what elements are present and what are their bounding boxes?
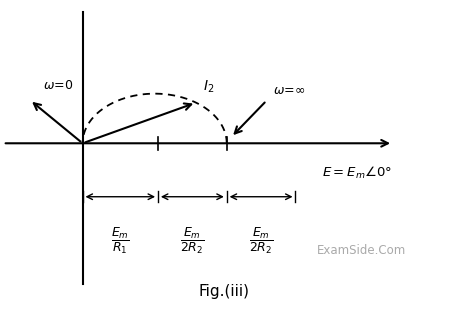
Text: $\dfrac{E_m}{R_1}$: $\dfrac{E_m}{R_1}$ xyxy=(111,226,130,256)
Text: $E = E_m\angle 0°$: $E = E_m\angle 0°$ xyxy=(322,165,392,181)
Text: $I_2$: $I_2$ xyxy=(202,79,214,95)
Text: $\omega\!=\!\infty$: $\omega\!=\!\infty$ xyxy=(273,85,306,97)
Text: ExamSide.Com: ExamSide.Com xyxy=(317,244,407,257)
Text: $\dfrac{E_m}{2R_2}$: $\dfrac{E_m}{2R_2}$ xyxy=(180,226,205,256)
Text: $\dfrac{E_m}{2R_2}$: $\dfrac{E_m}{2R_2}$ xyxy=(249,226,273,256)
Text: Fig.(iii): Fig.(iii) xyxy=(199,284,250,299)
Text: $\omega\!=\!0$: $\omega\!=\!0$ xyxy=(43,79,74,92)
